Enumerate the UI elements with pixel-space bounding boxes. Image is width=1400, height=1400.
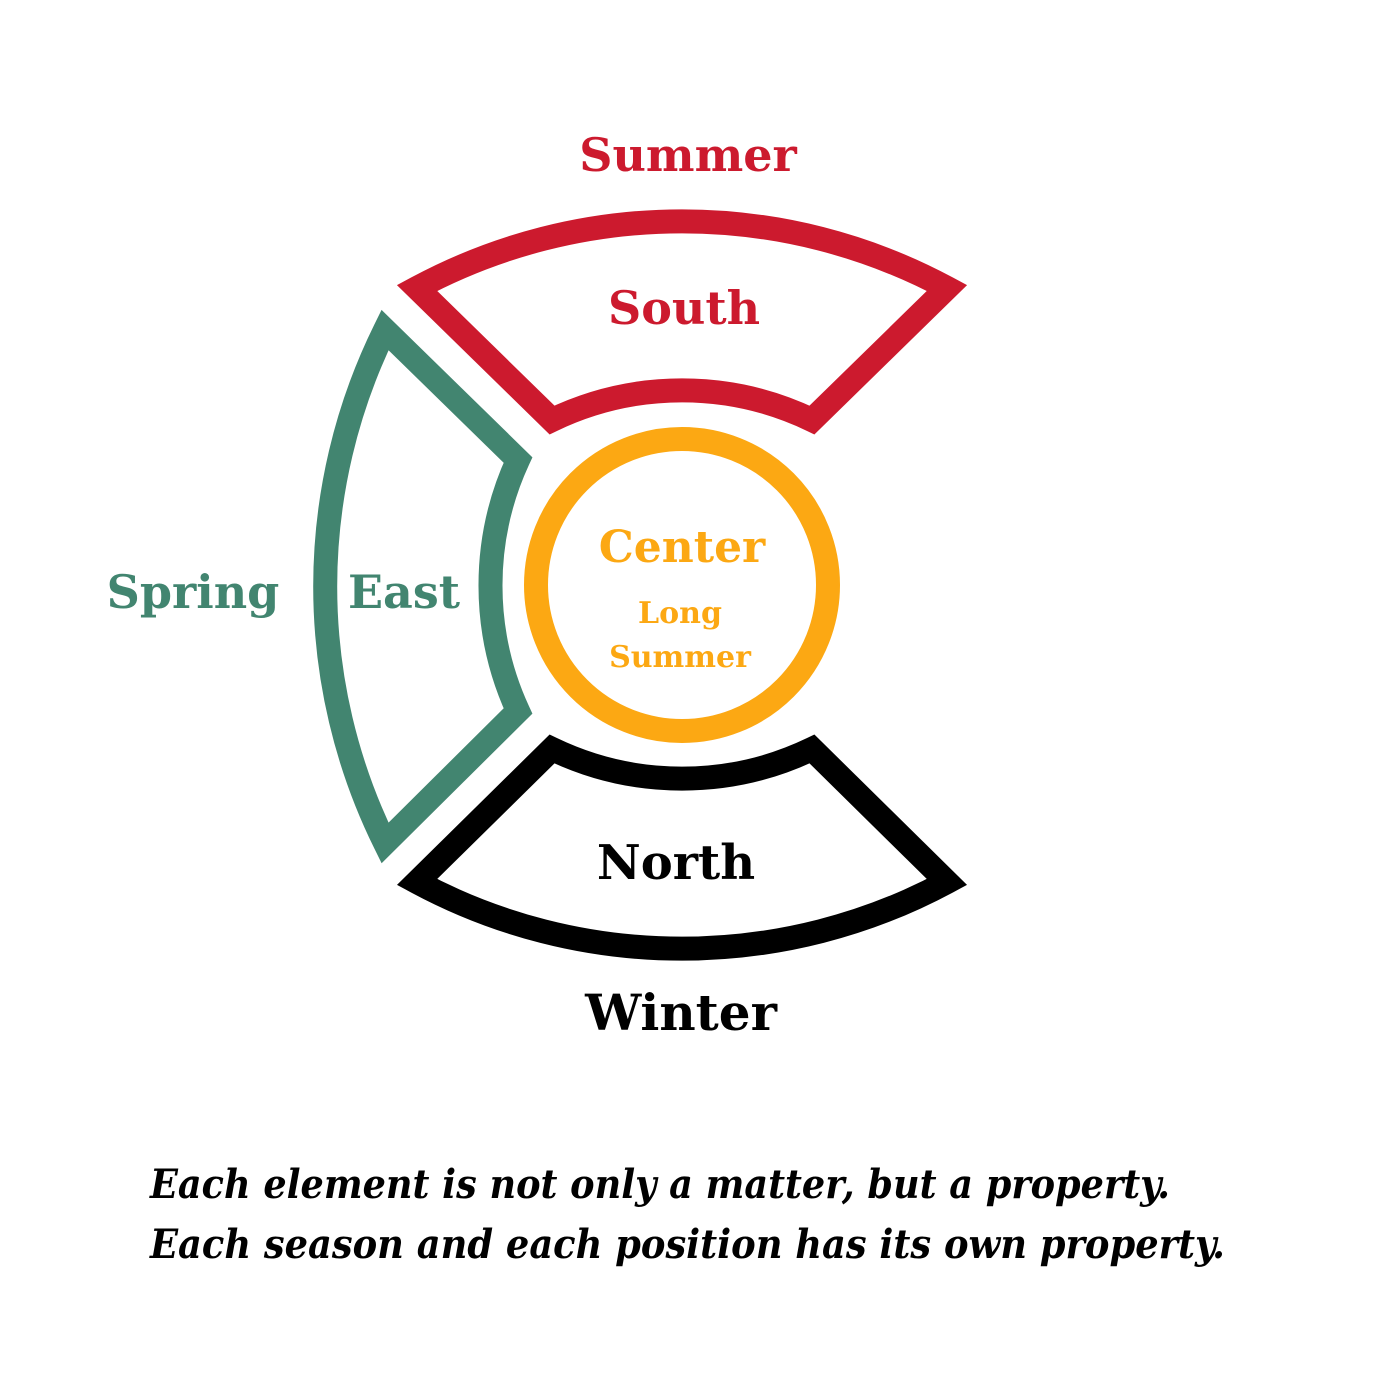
east-segment xyxy=(313,309,533,864)
long-summer-label-line2: Summer xyxy=(609,640,752,675)
caption-line-1: Each element is not only a matter, but a… xyxy=(149,1161,1170,1208)
long-summer-label-line1: Long xyxy=(638,596,722,631)
north-segment xyxy=(396,734,968,961)
caption-line-2: Each season and each position has its ow… xyxy=(149,1221,1225,1268)
south-label: South xyxy=(608,281,760,335)
east-label: East xyxy=(348,565,461,619)
spring-label: Spring xyxy=(107,565,280,619)
north-label: North xyxy=(597,835,755,891)
center-ring xyxy=(524,427,840,743)
summer-label: Summer xyxy=(579,128,797,182)
winter-label: Winter xyxy=(584,983,778,1042)
south-segment xyxy=(396,209,968,435)
center-label: Center xyxy=(599,522,766,573)
